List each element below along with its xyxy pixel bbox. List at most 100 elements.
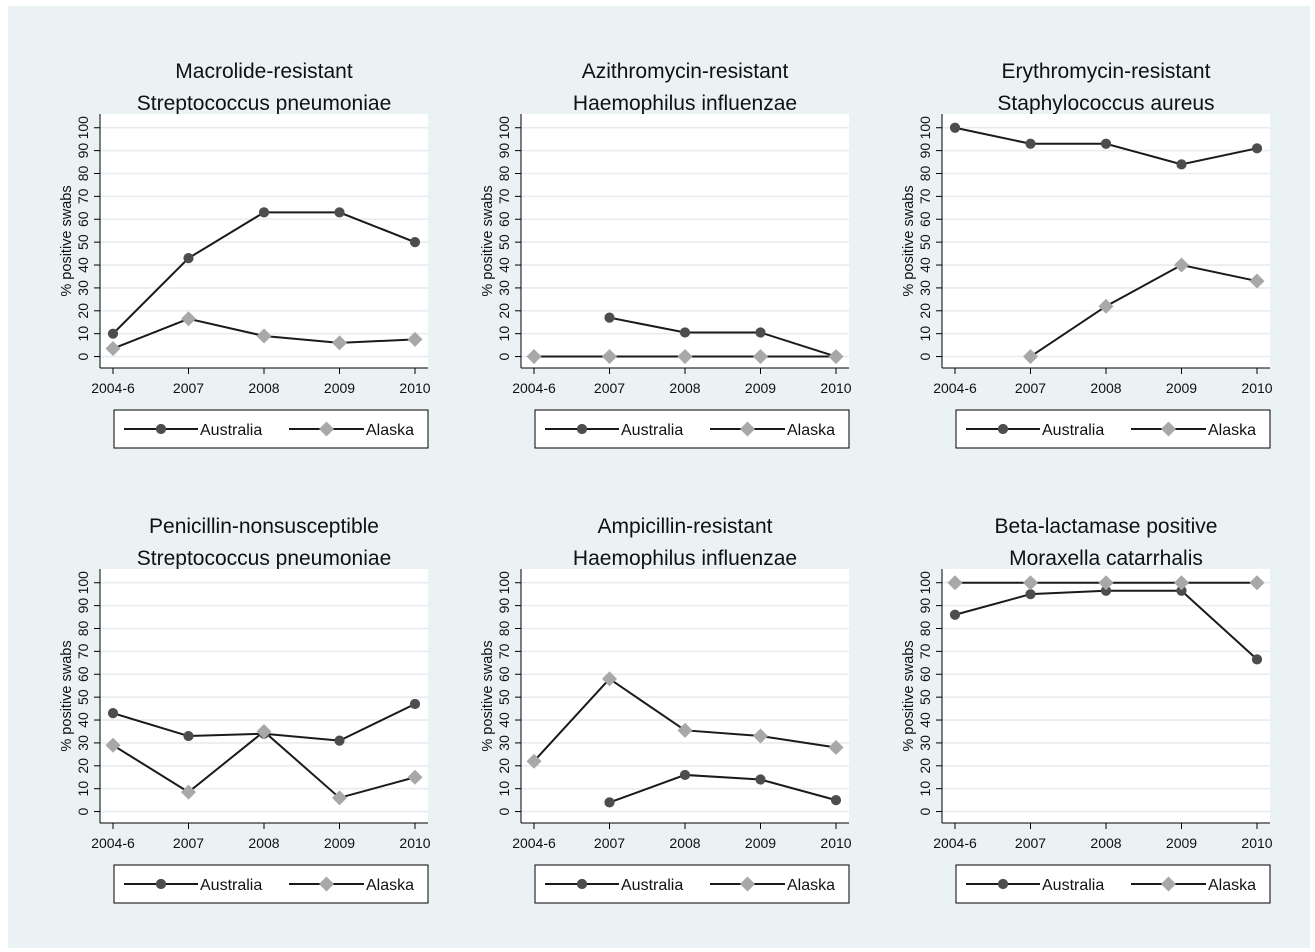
legend-label: Alaska xyxy=(787,422,835,439)
plot-area xyxy=(521,569,849,823)
y-tick-label: 70 xyxy=(917,643,933,659)
y-tick-label: 40 xyxy=(917,257,933,273)
data-point-alaska xyxy=(180,784,197,800)
legend-key-marker xyxy=(739,421,756,437)
plot-area xyxy=(942,569,1270,823)
legend-label: Alaska xyxy=(366,422,414,439)
data-point-australia xyxy=(1251,143,1263,154)
x-tick-label: 2010 xyxy=(820,380,851,396)
x-tick-label: 2009 xyxy=(745,380,776,396)
legend-key-marker xyxy=(1160,876,1177,892)
data-point-alaska xyxy=(1173,257,1190,273)
legend-label: Alaska xyxy=(1208,877,1256,894)
y-tick-label: 90 xyxy=(917,143,933,159)
data-point-australia xyxy=(1251,654,1263,665)
data-point-alaska xyxy=(331,335,348,351)
chart-panel-1: Macrolide-resistant Streptococcus pneumon… xyxy=(59,60,431,449)
y-tick-label: 90 xyxy=(496,598,512,614)
data-point-australia xyxy=(334,207,345,218)
y-tick-label: 40 xyxy=(75,712,91,728)
y-tick-label: 30 xyxy=(75,735,91,751)
y-tick-label: 10 xyxy=(496,781,512,797)
data-point-alaska xyxy=(1098,575,1114,591)
data-point-australia xyxy=(1176,159,1187,170)
y-tick-label: 10 xyxy=(75,781,91,797)
y-tick-label: 50 xyxy=(75,689,91,705)
chart-title-line-1: Beta-lactamase positive xyxy=(995,515,1218,538)
y-axis-title: % positive swabs xyxy=(901,640,917,751)
x-tick-label: 2008 xyxy=(1090,835,1121,851)
chart-panel-3: Erythromycin-resistant Staphylococcus aur… xyxy=(901,60,1273,449)
y-tick-label: 30 xyxy=(496,735,512,751)
x-tick-label: 2008 xyxy=(248,835,279,851)
y-tick-label: 90 xyxy=(75,598,91,614)
legend-label: Australia xyxy=(1042,422,1104,439)
y-tick-label: 0 xyxy=(496,352,512,360)
data-point-australia xyxy=(334,735,345,746)
y-tick-label: 100 xyxy=(75,116,91,140)
data-point-australia xyxy=(679,769,691,781)
x-tick-label: 2008 xyxy=(669,835,700,851)
y-tick-label: 20 xyxy=(917,303,933,319)
y-tick-label: 60 xyxy=(75,666,91,682)
x-tick-label: 2004-6 xyxy=(512,835,556,851)
x-tick-label: 2007 xyxy=(594,835,625,851)
chart-panel-2: Azithromycin-resistant Haemophilus influe… xyxy=(480,60,852,449)
data-point-australia xyxy=(409,698,421,710)
y-tick-label: 20 xyxy=(496,303,512,319)
chart-title-line-1: Ampicillin-resistant xyxy=(597,515,772,538)
y-tick-label: 80 xyxy=(917,165,933,181)
chart-title-line-1: Azithromycin-resistant xyxy=(582,60,789,83)
x-tick-label: 2010 xyxy=(399,835,430,851)
x-tick-label: 2009 xyxy=(745,835,776,851)
x-tick-label: 2010 xyxy=(820,835,851,851)
data-point-alaska xyxy=(677,722,693,738)
y-tick-label: 30 xyxy=(496,280,512,296)
data-point-australia xyxy=(604,797,615,808)
x-tick-label: 2007 xyxy=(594,380,625,396)
chart-panel-6: Beta-lactamase positive Moraxella catarrh… xyxy=(901,515,1273,904)
chart-title-line-1: Penicillin-nonsusceptible xyxy=(149,515,379,538)
x-tick-label: 2009 xyxy=(324,380,355,396)
y-tick-label: 50 xyxy=(496,689,512,705)
x-tick-label: 2004-6 xyxy=(91,380,135,396)
x-tick-label: 2010 xyxy=(399,380,430,396)
data-point-alaska xyxy=(526,349,542,365)
x-tick-label: 2007 xyxy=(173,380,204,396)
data-point-alaska xyxy=(752,349,769,365)
data-point-alaska xyxy=(407,769,423,785)
x-tick-label: 2010 xyxy=(1241,835,1272,851)
data-point-australia xyxy=(107,328,119,339)
x-tick-label: 2009 xyxy=(324,835,355,851)
x-tick-label: 2007 xyxy=(1015,380,1046,396)
y-tick-label: 80 xyxy=(917,620,933,636)
data-point-alaska xyxy=(1173,575,1190,591)
legend-label: Australia xyxy=(621,877,683,894)
plot-area xyxy=(942,114,1270,368)
data-point-australia xyxy=(107,708,119,719)
y-tick-label: 80 xyxy=(496,620,512,636)
y-tick-label: 60 xyxy=(75,211,91,227)
chart-title-line-2: Moraxella catarrhalis xyxy=(1009,547,1203,570)
y-tick-label: 60 xyxy=(917,211,933,227)
y-tick-label: 20 xyxy=(496,758,512,774)
y-tick-label: 70 xyxy=(75,643,91,659)
data-point-alaska xyxy=(1022,349,1039,365)
plot-area xyxy=(100,569,428,823)
data-point-alaska xyxy=(180,311,197,327)
data-point-alaska xyxy=(1249,575,1265,591)
plot-area xyxy=(521,114,849,368)
y-axis-title: % positive swabs xyxy=(59,185,75,296)
y-axis-title: % positive swabs xyxy=(901,185,917,296)
y-tick-label: 80 xyxy=(75,165,91,181)
data-point-alaska xyxy=(947,575,963,591)
data-point-alaska xyxy=(601,349,618,365)
data-point-australia xyxy=(1025,138,1036,149)
y-tick-label: 40 xyxy=(496,712,512,728)
legend-label: Australia xyxy=(621,422,683,439)
data-point-australia xyxy=(755,327,766,338)
data-point-alaska xyxy=(752,728,769,744)
y-tick-label: 10 xyxy=(75,326,91,342)
chart-title-line-1: Erythromycin-resistant xyxy=(1002,60,1211,83)
x-tick-label: 2009 xyxy=(1166,380,1197,396)
